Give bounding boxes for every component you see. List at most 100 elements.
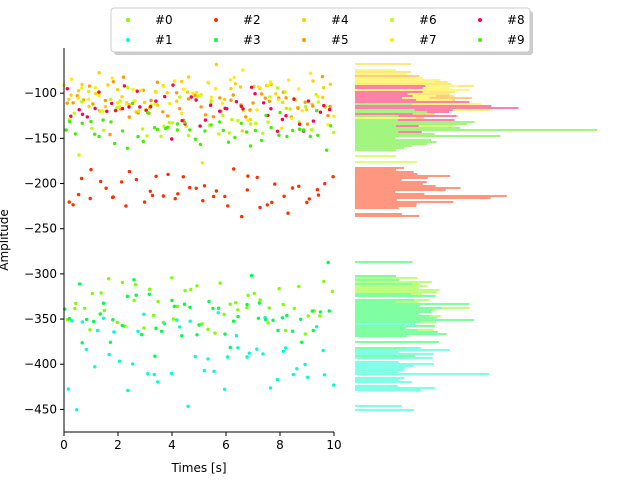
series-2-point xyxy=(201,199,205,203)
series-1-point xyxy=(136,329,140,333)
series-2-point xyxy=(255,175,259,180)
series-1-point xyxy=(281,349,286,353)
series-3-point xyxy=(245,302,249,307)
series-9-point xyxy=(290,128,295,133)
series-1-point xyxy=(142,312,146,316)
series-9-point xyxy=(239,121,243,126)
series-8-point xyxy=(97,90,101,94)
series-8-point xyxy=(120,106,125,111)
series-3-point xyxy=(249,273,254,278)
series-2-point xyxy=(67,200,71,204)
series-4-point xyxy=(252,84,256,89)
series-7-point xyxy=(116,101,120,105)
series-4-point xyxy=(214,62,219,67)
series-6-point xyxy=(266,120,270,124)
series-6-point xyxy=(303,104,308,109)
series-1-point xyxy=(131,362,135,366)
series-2-point xyxy=(270,200,274,205)
x-axis-label: Times [s] xyxy=(170,461,226,475)
series-0-point xyxy=(171,317,176,321)
series-4-point xyxy=(274,92,278,96)
series-8-point xyxy=(189,95,193,99)
series-6-point xyxy=(261,131,265,135)
series-1-point xyxy=(212,369,216,373)
series-3-point xyxy=(188,305,192,309)
series-8-point xyxy=(253,92,257,96)
series-2-point xyxy=(119,180,124,184)
series-9-point xyxy=(264,113,268,118)
series-9-point xyxy=(325,148,329,152)
series-9-point xyxy=(73,132,78,136)
series-5-point xyxy=(267,99,272,104)
series-6-point xyxy=(236,119,240,123)
series-9-point xyxy=(64,128,68,132)
series-4-point xyxy=(240,129,244,133)
series-7-point xyxy=(101,109,105,113)
series-9-point xyxy=(278,110,282,115)
series-8-point xyxy=(269,107,273,111)
series-3-point xyxy=(179,334,184,338)
series-9-point xyxy=(89,119,93,124)
series-3-point xyxy=(67,316,72,321)
series-4-point xyxy=(222,97,227,102)
series-0-point xyxy=(303,332,307,336)
series-3-point xyxy=(77,282,82,286)
series-2-point xyxy=(148,189,152,193)
series-5-point xyxy=(263,96,267,100)
series-5-point xyxy=(103,98,108,103)
series-5-point xyxy=(211,115,215,119)
series-9-point xyxy=(269,125,273,130)
series-8-point xyxy=(180,119,184,123)
legend-marker-1 xyxy=(126,38,130,42)
series-8-point xyxy=(208,103,213,108)
series-1-point xyxy=(126,388,130,393)
series-9-point xyxy=(130,101,135,106)
legend-marker-0 xyxy=(126,18,130,22)
series-6-point xyxy=(87,89,91,94)
series-0-point xyxy=(147,287,152,291)
series-7-point xyxy=(290,116,294,121)
series-8-point xyxy=(284,114,288,118)
series-2-point xyxy=(286,211,290,215)
series-3-point xyxy=(211,306,215,311)
series-4-point xyxy=(103,104,107,109)
series-6-point xyxy=(101,128,106,132)
series-3-point xyxy=(300,340,304,344)
legend-marker-2 xyxy=(214,18,218,22)
series-6-point xyxy=(209,99,213,103)
legend-marker-6 xyxy=(390,18,394,22)
series-2-point xyxy=(173,197,177,201)
series-5-point xyxy=(91,102,95,106)
series-8-point xyxy=(194,98,198,102)
series-8-point xyxy=(249,85,254,90)
series-0-point xyxy=(236,308,240,312)
series-1-point xyxy=(322,373,327,377)
series-9-point xyxy=(226,140,231,144)
series-4-point xyxy=(304,108,309,112)
series-0-point xyxy=(245,306,249,310)
series-4-point xyxy=(175,99,179,103)
series-8-point xyxy=(203,118,208,122)
series-3-point xyxy=(318,310,323,314)
series-8-point xyxy=(198,124,202,128)
series-7-point xyxy=(69,77,74,81)
series-7-point xyxy=(220,101,224,106)
series-6-point xyxy=(72,111,77,115)
series-8-point xyxy=(280,117,285,122)
series-9-point xyxy=(125,146,130,150)
series-3-point xyxy=(159,329,164,333)
series-4-point xyxy=(87,104,91,109)
series-3-point xyxy=(125,294,130,298)
series-2-point xyxy=(111,195,116,199)
legend-label-8: #8 xyxy=(507,13,525,27)
series-6-point xyxy=(275,86,279,90)
series-7-point xyxy=(180,111,184,116)
series-8-point xyxy=(292,97,296,101)
series-0-point xyxy=(74,301,78,306)
series-8-point xyxy=(105,109,109,114)
series-2-point xyxy=(124,204,128,208)
series-9-point xyxy=(101,118,105,122)
series-4-point xyxy=(321,86,326,90)
series-0-point xyxy=(99,291,103,295)
series-9-point xyxy=(166,125,170,129)
